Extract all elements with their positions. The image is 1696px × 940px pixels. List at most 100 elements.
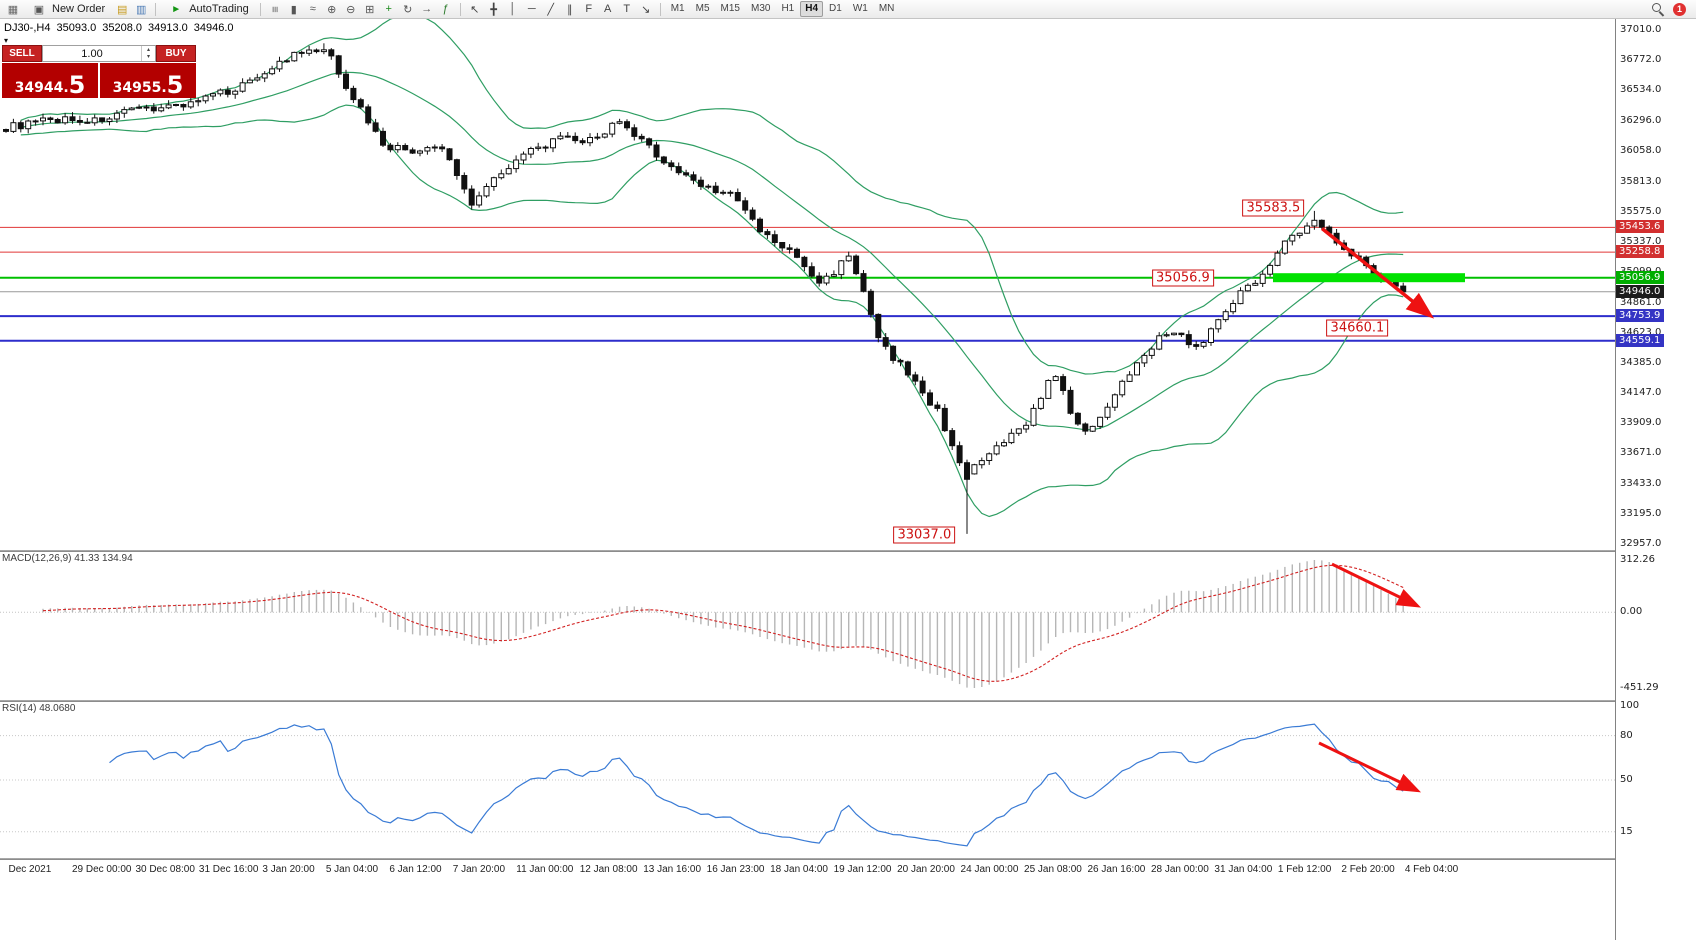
tile-windows-icon[interactable]: ⊞: [365, 3, 375, 16]
time-axis-label: 7 Jan 20:00: [452, 864, 506, 875]
horizontal-line-icon[interactable]: ─: [527, 3, 536, 15]
chart-area: DJ30-,H4 35093.0 35208.0 34913.0 34946.0 ▾ S…: [0, 19, 1696, 940]
notification-badge[interactable]: 1: [1673, 2, 1686, 16]
volume-stepper[interactable]: ▴ ▾: [141, 46, 155, 61]
pane-splitter[interactable]: [0, 700, 1696, 702]
toolbar-separator: [155, 2, 157, 16]
rsi-indicator-pane[interactable]: RSI(14) 48.0680: [0, 702, 1616, 858]
ohlc-open: 35093.0: [56, 22, 97, 34]
price-annotation[interactable]: 33037.0: [893, 526, 956, 544]
one-click-collapse-icon[interactable]: ▾: [4, 36, 9, 45]
price-annotation[interactable]: 35056.9: [1152, 269, 1214, 287]
buy-price-main: 34955.: [112, 80, 167, 96]
crosshair-icon[interactable]: ╋: [490, 3, 498, 16]
axis-tick-label: 34385.0: [1620, 356, 1662, 368]
time-axis[interactable]: Dec 2021 29 Dec 00:00 30 Dec 08:00 31 Dec 1…: [0, 860, 1616, 880]
arrows-icon[interactable]: ↘: [641, 3, 651, 16]
macd-indicator-pane[interactable]: MACD(12,26,9) 41.33 134.94: [0, 552, 1616, 700]
ohlc-close: 34946.0: [193, 22, 234, 34]
line-chart-icon[interactable]: ≈: [309, 3, 316, 15]
sell-price[interactable]: 34944. 5: [2, 63, 98, 98]
axis-tick-label: 32957.0: [1620, 538, 1662, 549]
toolbar-separator: [659, 2, 661, 16]
axis-tick-label: 312.26: [1620, 554, 1655, 565]
axis-tick-label: 33433.0: [1620, 477, 1662, 489]
chart-shift-icon[interactable]: →: [421, 3, 433, 15]
chart-window-icon[interactable]: ▦: [7, 3, 19, 16]
sell-price-main: 34944.: [14, 80, 69, 96]
pane-splitter[interactable]: [0, 858, 1696, 860]
indicators-icon[interactable]: ƒ: [442, 3, 449, 15]
search-icon[interactable]: [1649, 1, 1665, 17]
price-tag: 34946.0: [1616, 284, 1664, 298]
market-watch-icon[interactable]: ▤: [116, 3, 128, 16]
auto-scroll-icon[interactable]: ↻: [403, 3, 413, 16]
axis-tick-label: 100: [1620, 700, 1640, 711]
new-chart-icon[interactable]: +: [385, 3, 392, 15]
axis-tick-label: 34861.0: [1620, 296, 1662, 308]
timeframe-button-m30[interactable]: M30: [750, 3, 771, 14]
main-chart-pane[interactable]: DJ30-,H4 35093.0 35208.0 34913.0 34946.0 ▾ S…: [0, 19, 1616, 550]
time-axis-label: 13 Jan 16:00: [643, 864, 702, 875]
axis-tick-label: 36058.0: [1620, 144, 1662, 156]
timeframe-button-h1[interactable]: H1: [781, 3, 795, 14]
axis-tick-label: 35813.0: [1620, 175, 1662, 187]
candlestick-chart-icon[interactable]: ▮: [290, 3, 297, 16]
timeframe-button-w1[interactable]: W1: [852, 3, 868, 14]
volume-field[interactable]: 1.00 ▴ ▾: [42, 45, 156, 62]
toolbar-panels-icon-group: ▤ ▥: [113, 2, 150, 17]
buy-price-big-digit: 5: [166, 71, 184, 99]
axis-tick-label: 37010.0: [1620, 24, 1662, 35]
candlestick-plot: [0, 19, 1616, 534]
chart-annotations-layer: 35583.5 35056.9 34660.1 33037.0: [0, 19, 1616, 550]
time-axis-label: 5 Jan 04:00: [325, 864, 379, 875]
text-label-icon[interactable]: T: [623, 3, 631, 15]
new-order-button[interactable]: ▣ New Order: [24, 1, 111, 17]
price-tag: 35056.9: [1616, 270, 1664, 284]
autotrading-label: AutoTrading: [189, 3, 249, 15]
bar-chart-icon[interactable]: ≡: [268, 5, 281, 13]
time-axis-label: 18 Jan 04:00: [770, 864, 828, 875]
timeframe-button-m5[interactable]: M5: [695, 3, 710, 14]
channel-icon[interactable]: ∥: [566, 3, 573, 16]
pane-splitter[interactable]: [0, 550, 1696, 552]
autotrading-icon: ►: [171, 3, 182, 15]
trendline-icon[interactable]: ╱: [547, 3, 555, 16]
time-axis-label: 2 Feb 20:00: [1341, 864, 1395, 875]
buy-price[interactable]: 34955. 5: [100, 63, 196, 98]
cursor-icon[interactable]: ↖: [470, 3, 480, 16]
volume-down-icon[interactable]: ▾: [146, 53, 150, 60]
timeframe-button-mn[interactable]: MN: [878, 3, 895, 14]
axis-tick-label: 36534.0: [1620, 84, 1662, 96]
sell-button[interactable]: SELL: [2, 45, 42, 62]
timeframe-button-m1[interactable]: M1: [670, 3, 685, 14]
navigator-icon[interactable]: ▥: [135, 3, 147, 16]
text-icon[interactable]: A: [604, 3, 612, 15]
toolbar-line-tools-group: ↖ ╋ │ ─ ╱ ∥ F A T ↘: [466, 2, 655, 17]
timeframe-button-m15[interactable]: M15: [720, 3, 740, 14]
price-tag: 34753.9: [1616, 309, 1664, 323]
vertical-line-icon[interactable]: │: [509, 3, 517, 15]
zoom-in-icon[interactable]: ⊕: [327, 3, 337, 16]
timeframe-button-d1[interactable]: D1: [829, 3, 842, 14]
price-scale[interactable]: 37010.0 36772.0 36534.0 36296.0 36058.0 35813…: [1615, 19, 1696, 940]
volume-up-icon[interactable]: ▴: [146, 46, 150, 53]
time-axis-label: 16 Jan 23:00: [706, 864, 765, 875]
timeframe-button-h4[interactable]: H4: [800, 1, 824, 17]
zoom-out-icon[interactable]: ⊖: [346, 3, 356, 16]
axis-tick-label: 35575.0: [1620, 205, 1662, 217]
autotrading-button[interactable]: ► AutoTrading: [161, 1, 255, 17]
time-axis-label: 3 Jan 20:00: [262, 864, 315, 875]
fibonacci-icon[interactable]: F: [585, 3, 593, 15]
time-axis-label: 4 Feb 04:00: [1404, 864, 1459, 875]
sell-price-big-digit: 5: [68, 71, 86, 99]
volume-value[interactable]: 1.00: [81, 47, 103, 60]
price-annotation[interactable]: 35583.5: [1242, 199, 1305, 217]
chart-ohlc-header: DJ30-,H4 35093.0 35208.0 34913.0 34946.0: [4, 22, 240, 34]
buy-button[interactable]: BUY: [156, 45, 196, 62]
time-axis-label: 1 Feb 12:00: [1277, 864, 1332, 875]
axis-tick-label: 33671.0: [1620, 447, 1662, 459]
rsi-plot: [0, 723, 1616, 847]
axis-tick-label: 36296.0: [1620, 114, 1662, 126]
price-annotation[interactable]: 34660.1: [1326, 319, 1389, 337]
